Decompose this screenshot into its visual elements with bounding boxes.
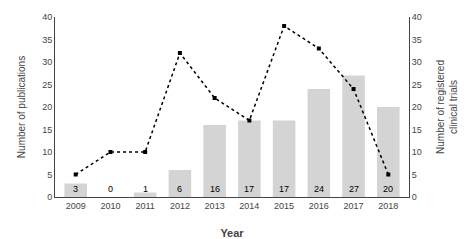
svg-text:2015: 2015 bbox=[274, 201, 294, 211]
svg-text:20: 20 bbox=[383, 184, 393, 194]
svg-text:2013: 2013 bbox=[205, 201, 225, 211]
svg-text:0: 0 bbox=[47, 192, 52, 202]
svg-text:30: 30 bbox=[412, 57, 422, 67]
svg-text:6: 6 bbox=[177, 184, 182, 194]
svg-text:24: 24 bbox=[314, 184, 324, 194]
svg-text:17: 17 bbox=[244, 184, 254, 194]
svg-text:1: 1 bbox=[143, 184, 148, 194]
svg-text:2018: 2018 bbox=[378, 201, 398, 211]
svg-text:Number of publications: Number of publications bbox=[16, 56, 27, 158]
svg-text:2009: 2009 bbox=[66, 201, 86, 211]
svg-text:27: 27 bbox=[349, 184, 359, 194]
svg-text:20: 20 bbox=[42, 102, 52, 112]
svg-text:25: 25 bbox=[412, 80, 422, 90]
svg-text:0: 0 bbox=[108, 184, 113, 194]
svg-text:20: 20 bbox=[412, 102, 422, 112]
svg-text:40: 40 bbox=[412, 12, 422, 22]
svg-text:2010: 2010 bbox=[100, 201, 120, 211]
svg-text:10: 10 bbox=[42, 147, 52, 157]
svg-text:35: 35 bbox=[42, 35, 52, 45]
svg-text:30: 30 bbox=[42, 57, 52, 67]
svg-text:Number of registeredclinical t: Number of registeredclinical trials bbox=[435, 60, 459, 154]
svg-text:15: 15 bbox=[42, 125, 52, 135]
svg-text:16: 16 bbox=[210, 184, 220, 194]
svg-text:3: 3 bbox=[73, 184, 78, 194]
svg-text:Year: Year bbox=[220, 227, 244, 239]
svg-text:0: 0 bbox=[412, 192, 417, 202]
svg-text:17: 17 bbox=[279, 184, 289, 194]
svg-text:25: 25 bbox=[42, 80, 52, 90]
svg-text:40: 40 bbox=[42, 12, 52, 22]
svg-text:2014: 2014 bbox=[239, 201, 259, 211]
svg-text:5: 5 bbox=[47, 170, 52, 180]
svg-text:2017: 2017 bbox=[344, 201, 364, 211]
svg-text:10: 10 bbox=[412, 147, 422, 157]
svg-text:15: 15 bbox=[412, 125, 422, 135]
svg-text:2016: 2016 bbox=[309, 201, 329, 211]
svg-text:35: 35 bbox=[412, 35, 422, 45]
svg-text:2012: 2012 bbox=[170, 201, 190, 211]
svg-text:2011: 2011 bbox=[135, 201, 154, 211]
svg-text:5: 5 bbox=[412, 170, 417, 180]
